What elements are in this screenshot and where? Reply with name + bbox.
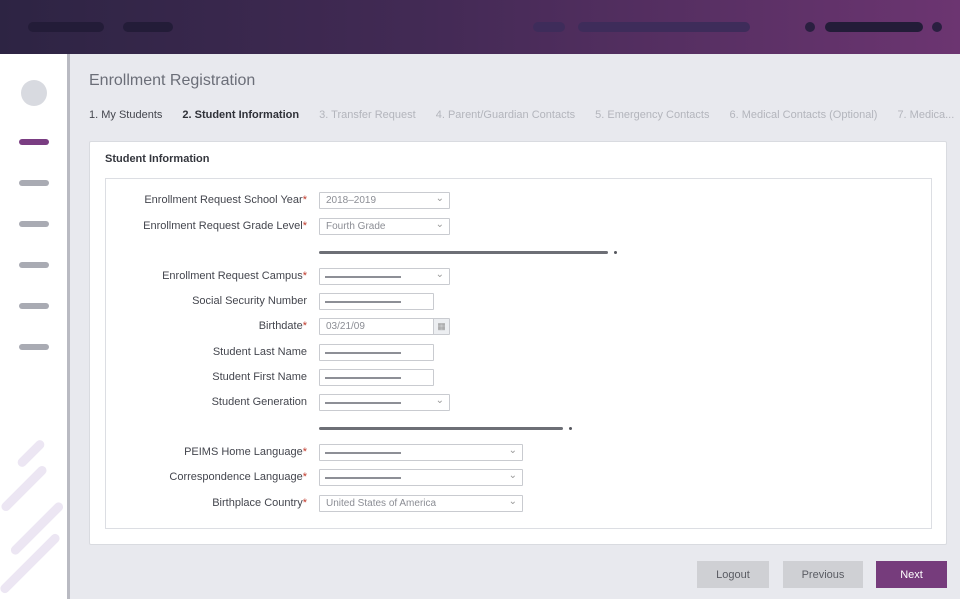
nav-placeholder[interactable] <box>578 22 750 32</box>
sidebar-item[interactable] <box>19 180 49 186</box>
sidebar <box>0 54 70 599</box>
peims-home-language-select[interactable]: ⌄ <box>319 444 523 461</box>
field-value: 2018–2019 <box>326 195 377 206</box>
section-divider <box>319 251 608 254</box>
required-mark: * <box>302 497 307 509</box>
step-medical-contacts: 6. Medical Contacts (Optional) <box>729 109 878 121</box>
enrollment-request-school-year-select[interactable]: 2018–2019 ⌄ <box>319 192 450 209</box>
student-first-name-label: Student First Name <box>97 371 307 383</box>
sidebar-item[interactable] <box>19 344 49 350</box>
field-value: United States of America <box>326 498 437 509</box>
placeholder-line <box>325 352 401 354</box>
chevron-down-icon: ⌄ <box>508 496 517 507</box>
nav-dot <box>805 22 815 32</box>
next-button[interactable]: Next <box>876 561 947 588</box>
page-title: Enrollment Registration <box>89 72 256 89</box>
step-my-students[interactable]: 1. My Students <box>89 109 163 121</box>
user-menu[interactable] <box>825 22 923 32</box>
birthdate-label: Birthdate* <box>97 320 307 332</box>
label-text: Birthplace Country <box>212 497 303 509</box>
required-mark: * <box>302 320 307 332</box>
label-text: Student Last Name <box>212 346 307 358</box>
step-parent-guardian: 4. Parent/Guardian Contacts <box>435 109 576 121</box>
social-security-number-input[interactable] <box>319 293 434 310</box>
field-value: Fourth Grade <box>326 221 386 232</box>
placeholder-line <box>325 477 401 479</box>
chevron-down-icon: ⌄ <box>508 470 517 481</box>
top-bar <box>0 0 960 54</box>
enrollment-request-grade-level-label: Enrollment Request Grade Level* <box>97 220 307 232</box>
student-generation-label: Student Generation <box>97 396 307 408</box>
divider-dot <box>614 251 617 254</box>
nav-placeholder[interactable] <box>533 22 565 32</box>
sidebar-item[interactable] <box>19 221 49 227</box>
nav-dot <box>932 22 942 32</box>
chevron-down-icon: ⌄ <box>435 219 444 230</box>
avatar[interactable] <box>21 80 47 106</box>
chevron-down-icon: ⌄ <box>435 395 444 406</box>
step-medical: 7. Medica... <box>897 109 955 121</box>
step-emergency-contacts: 5. Emergency Contacts <box>595 109 710 121</box>
label-text: Birthdate <box>258 320 303 332</box>
chevron-down-icon: ⌄ <box>508 445 517 456</box>
divider-dot <box>569 427 572 430</box>
enrollment-request-school-year-label: Enrollment Request School Year* <box>97 194 307 206</box>
birthplace-country-label: Birthplace Country* <box>97 497 307 509</box>
sidebar-item[interactable] <box>19 303 49 309</box>
enrollment-request-grade-level-select[interactable]: Fourth Grade ⌄ <box>319 218 450 235</box>
student-last-name-label: Student Last Name <box>97 346 307 358</box>
decoration <box>0 532 62 595</box>
label-text: Social Security Number <box>192 295 307 307</box>
enrollment-request-campus-select[interactable]: ⌄ <box>319 268 450 285</box>
step-transfer-request: 3. Transfer Request <box>319 109 416 121</box>
sidebar-item[interactable] <box>19 262 49 268</box>
nav-placeholder[interactable] <box>28 22 104 32</box>
correspondence-language-label: Correspondence Language* <box>97 471 307 483</box>
field-value: 03/21/09 <box>326 321 365 332</box>
previous-button[interactable]: Previous <box>783 561 863 588</box>
decoration <box>0 464 49 513</box>
required-mark: * <box>302 471 307 483</box>
birthplace-country-select[interactable]: United States of America ⌄ <box>319 495 523 512</box>
section-divider <box>319 427 563 430</box>
sidebar-item-active[interactable] <box>19 139 49 145</box>
section-title: Student Information <box>105 153 210 165</box>
student-generation-select[interactable]: ⌄ <box>319 394 450 411</box>
step-tabs: 1. My Students 2. Student Information 3.… <box>89 109 960 121</box>
social-security-number-label: Social Security Number <box>97 295 307 307</box>
step-student-information[interactable]: 2. Student Information <box>182 109 300 121</box>
student-first-name-input[interactable] <box>319 369 434 386</box>
label-text: Student Generation <box>211 396 307 408</box>
peims-home-language-label: PEIMS Home Language* <box>97 446 307 458</box>
label-text: Enrollment Request School Year <box>144 194 303 206</box>
form-panel <box>105 178 932 529</box>
label-text: PEIMS Home Language <box>184 446 303 458</box>
logout-button[interactable]: Logout <box>697 561 769 588</box>
placeholder-line <box>325 301 401 303</box>
student-last-name-input[interactable] <box>319 344 434 361</box>
decoration <box>9 500 65 557</box>
label-text: Enrollment Request Grade Level <box>143 220 303 232</box>
birthdate-input[interactable]: 03/21/09 ▦ <box>319 318 450 335</box>
enrollment-request-campus-label: Enrollment Request Campus* <box>97 270 307 282</box>
label-text: Correspondence Language <box>169 471 303 483</box>
calendar-icon[interactable]: ▦ <box>433 319 449 334</box>
required-mark: * <box>302 270 307 282</box>
correspondence-language-select[interactable]: ⌄ <box>319 469 523 486</box>
required-mark: * <box>302 194 307 206</box>
placeholder-line <box>325 402 401 404</box>
required-mark: * <box>302 220 307 232</box>
placeholder-line <box>325 276 401 278</box>
chevron-down-icon: ⌄ <box>435 193 444 204</box>
label-text: Student First Name <box>212 371 307 383</box>
placeholder-line <box>325 452 401 454</box>
chevron-down-icon: ⌄ <box>435 269 444 280</box>
decoration <box>15 438 47 469</box>
nav-placeholder[interactable] <box>123 22 173 32</box>
placeholder-line <box>325 377 401 379</box>
required-mark: * <box>302 446 307 458</box>
label-text: Enrollment Request Campus <box>162 270 303 282</box>
